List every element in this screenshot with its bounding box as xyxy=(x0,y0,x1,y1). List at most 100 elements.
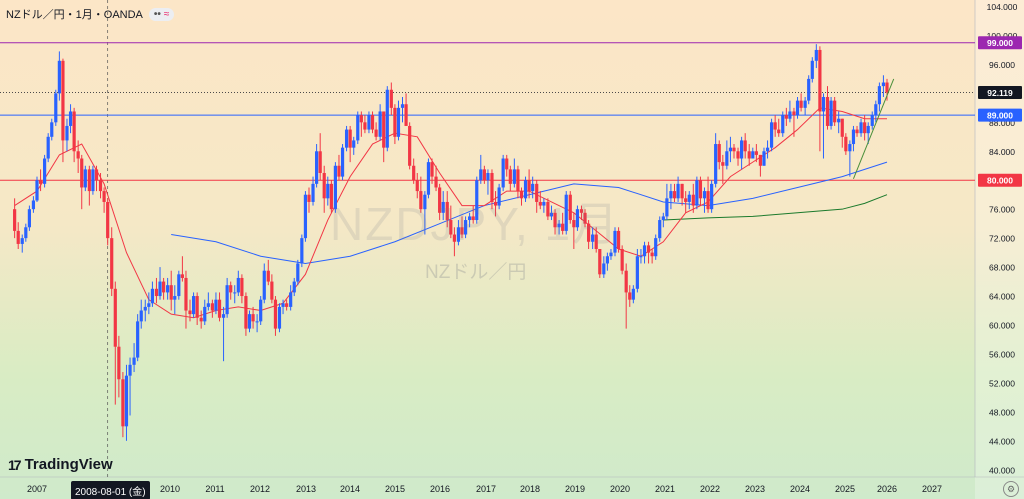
candle-body xyxy=(270,281,274,300)
candle-body xyxy=(497,187,501,206)
candle-body xyxy=(121,379,125,427)
candle-body xyxy=(285,303,289,307)
chart-status-pill[interactable]: •• ≈ xyxy=(148,7,175,21)
candle-body xyxy=(538,201,542,206)
x-tick-label: 2027 xyxy=(922,484,942,494)
candle-body xyxy=(837,118,841,123)
candle-body xyxy=(367,115,371,130)
candle-body xyxy=(169,285,173,300)
candle-body xyxy=(150,288,155,304)
candle-body xyxy=(516,169,520,192)
candle-body xyxy=(162,281,166,293)
candle-body xyxy=(184,277,188,311)
candle-body xyxy=(266,270,270,282)
candle-body xyxy=(337,165,341,177)
candle-body xyxy=(132,357,136,365)
candle-body xyxy=(587,223,591,242)
candle-body xyxy=(456,227,461,242)
candle-body xyxy=(740,140,744,159)
x-tick-label: 2010 xyxy=(160,484,180,494)
candle-body xyxy=(180,274,184,278)
y-tick-label: 68.000 xyxy=(989,263,1015,273)
candle-body xyxy=(616,230,621,249)
candle-body xyxy=(609,252,613,257)
candle-body xyxy=(262,270,266,300)
candle-body xyxy=(859,122,863,134)
candle-body xyxy=(191,296,196,315)
candle-body xyxy=(598,248,602,275)
candle-body xyxy=(799,100,803,108)
candle-body xyxy=(296,263,300,282)
candle-body xyxy=(136,321,140,358)
candle-body xyxy=(434,176,438,188)
candle-body xyxy=(188,310,192,315)
candle-body xyxy=(855,129,859,134)
candle-body xyxy=(531,183,535,192)
candle-body xyxy=(65,125,69,141)
candle-body xyxy=(568,194,572,221)
candle-body xyxy=(352,140,356,148)
candle-body xyxy=(333,165,337,210)
candle-body xyxy=(788,111,792,119)
candle-body xyxy=(680,183,684,199)
candle-body xyxy=(583,212,587,224)
y-tick-label: 104.000 xyxy=(987,2,1018,12)
chart-title-bar[interactable]: NZドル／円・1月・OANDA •• ≈ xyxy=(6,6,175,22)
candle-body xyxy=(710,183,714,210)
candle-body xyxy=(315,151,319,184)
candle-body xyxy=(91,169,95,192)
candle-body xyxy=(300,238,304,264)
candle-body xyxy=(20,238,24,244)
candle-body xyxy=(154,288,159,297)
candle-body xyxy=(512,169,516,184)
candle-body xyxy=(687,194,691,202)
candle-body xyxy=(251,314,255,322)
candle-body xyxy=(423,194,427,210)
y-tick-label: 44.000 xyxy=(989,436,1015,446)
candle-body xyxy=(311,183,315,202)
x-tick-label: 2022 xyxy=(700,484,720,494)
x-tick-label: 2012 xyxy=(250,484,270,494)
candle-body xyxy=(628,292,632,300)
candle-body xyxy=(419,191,423,210)
candle-body xyxy=(426,162,431,195)
candle-body xyxy=(46,136,50,159)
y-tick-label: 88.000 xyxy=(989,118,1015,128)
candle-body xyxy=(602,263,606,275)
y-tick-label: 56.000 xyxy=(989,349,1015,359)
candle-body xyxy=(329,183,333,210)
candle-body xyxy=(866,125,870,134)
candle-body xyxy=(684,198,688,202)
candle-body xyxy=(642,245,647,257)
candle-body xyxy=(363,122,367,130)
candle-body xyxy=(825,96,830,126)
x-tick-label: 2011 xyxy=(205,484,224,494)
candle-body xyxy=(158,281,162,297)
candle-body xyxy=(199,317,203,322)
candle-body xyxy=(784,115,788,119)
name-watermark: NZドル／円 xyxy=(425,262,527,283)
price-label-text: 99.000 xyxy=(987,38,1013,48)
dots-icon: •• xyxy=(153,8,161,20)
y-tick-label: 72.000 xyxy=(989,234,1015,244)
candle-body xyxy=(318,151,322,173)
candle-body xyxy=(289,292,293,307)
candle-body xyxy=(117,346,121,380)
candle-body xyxy=(326,183,330,199)
candle-body xyxy=(814,49,818,61)
candle-body xyxy=(654,238,658,257)
price-label-box xyxy=(978,173,1022,187)
candle-body xyxy=(717,144,721,163)
settings-icon[interactable]: ⚙ xyxy=(1003,481,1019,497)
y-axis-panel[interactable] xyxy=(975,0,1024,499)
candle-body xyxy=(166,285,170,293)
y-tick-label: 84.000 xyxy=(989,147,1015,157)
candle-body xyxy=(102,191,106,202)
trendline[interactable] xyxy=(852,78,895,179)
tradingview-logo[interactable]: 17 TradingView xyxy=(8,456,113,473)
crosshair-date-label: 2008-08-01 (金) xyxy=(71,481,150,499)
candle-body xyxy=(177,274,181,297)
candle-body xyxy=(210,303,214,311)
candle-body xyxy=(747,151,751,159)
